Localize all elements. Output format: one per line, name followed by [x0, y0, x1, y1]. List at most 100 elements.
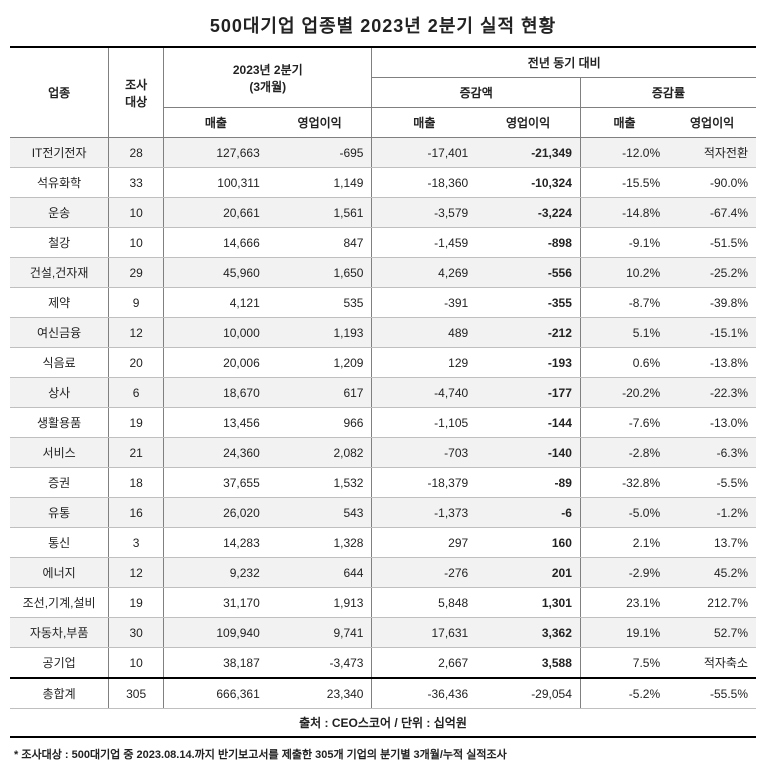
table-row-total: 총합계305666,36123,340-36,436-29,054-5.2%-5…: [10, 678, 756, 709]
table-row: 식음료2020,0061,209129-1930.6%-13.8%: [10, 348, 756, 378]
cell-dprof: -556: [476, 258, 580, 288]
cell-label: 운송: [10, 198, 109, 228]
table-row: 서비스2124,3602,082-703-140-2.8%-6.3%: [10, 438, 756, 468]
cell-dprof: -212: [476, 318, 580, 348]
cell-prof: 1,650: [268, 258, 372, 288]
cell-label: 조선,기계,설비: [10, 588, 109, 618]
cell-rev: 45,960: [164, 258, 268, 288]
col-profit-1: 영업이익: [268, 108, 372, 138]
cell-rrev: -12.0%: [580, 138, 668, 168]
cell-rprof: -13.8%: [668, 348, 756, 378]
cell-count: 18: [109, 468, 164, 498]
col-change-rate: 증감률: [580, 78, 756, 108]
cell-rprof: -39.8%: [668, 288, 756, 318]
cell-rrev: 2.1%: [580, 528, 668, 558]
col-q2-group: 2023년 2분기 (3개월): [164, 48, 372, 108]
cell-label: 유통: [10, 498, 109, 528]
cell-rrev: -9.1%: [580, 228, 668, 258]
cell-dprof: -6: [476, 498, 580, 528]
cell-dprof: -144: [476, 408, 580, 438]
cell-rprof: -5.5%: [668, 468, 756, 498]
cell-rprof: 212.7%: [668, 588, 756, 618]
cell-prof: 1,209: [268, 348, 372, 378]
cell-rprof: 적자전환: [668, 138, 756, 168]
cell-rrev: 19.1%: [580, 618, 668, 648]
cell-rev: 20,006: [164, 348, 268, 378]
cell-prof: 2,082: [268, 438, 372, 468]
cell-dprof: -3,224: [476, 198, 580, 228]
cell-label: 서비스: [10, 438, 109, 468]
cell-count: 9: [109, 288, 164, 318]
cell-rprof: 13.7%: [668, 528, 756, 558]
cell-prof: 23,340: [268, 678, 372, 709]
cell-dprof: -21,349: [476, 138, 580, 168]
cell-drev: -18,379: [372, 468, 476, 498]
cell-prof: 617: [268, 378, 372, 408]
cell-count: 6: [109, 378, 164, 408]
cell-prof: 966: [268, 408, 372, 438]
cell-rev: 37,655: [164, 468, 268, 498]
cell-rev: 26,020: [164, 498, 268, 528]
cell-prof: 1,532: [268, 468, 372, 498]
cell-count: 10: [109, 648, 164, 679]
cell-count: 19: [109, 588, 164, 618]
cell-drev: 4,269: [372, 258, 476, 288]
cell-dprof: 201: [476, 558, 580, 588]
footnote: * 조사대상 : 500대기업 중 2023.08.14.까지 반기보고서를 제…: [10, 738, 756, 764]
source-line: 출처 : CEO스코어 / 단위 : 십억원: [10, 709, 756, 738]
cell-label: 총합계: [10, 678, 109, 709]
cell-dprof: -140: [476, 438, 580, 468]
cell-rev: 100,311: [164, 168, 268, 198]
cell-rrev: 0.6%: [580, 348, 668, 378]
table-row: 건설,건자재2945,9601,6504,269-55610.2%-25.2%: [10, 258, 756, 288]
col-change-amt: 증감액: [372, 78, 580, 108]
cell-rev: 24,360: [164, 438, 268, 468]
cell-prof: 1,913: [268, 588, 372, 618]
cell-label: 건설,건자재: [10, 258, 109, 288]
col-revenue-2: 매출: [372, 108, 476, 138]
cell-prof: 1,328: [268, 528, 372, 558]
cell-label: 상사: [10, 378, 109, 408]
cell-prof: 9,741: [268, 618, 372, 648]
cell-drev: -703: [372, 438, 476, 468]
cell-rprof: -90.0%: [668, 168, 756, 198]
cell-dprof: -10,324: [476, 168, 580, 198]
table-row: 통신314,2831,3282971602.1%13.7%: [10, 528, 756, 558]
table-header: 업종 조사 대상 2023년 2분기 (3개월) 전년 동기 대비 증감액 증감…: [10, 48, 756, 138]
table-row: 석유화학33100,3111,149-18,360-10,324-15.5%-9…: [10, 168, 756, 198]
cell-prof: 1,561: [268, 198, 372, 228]
table-row: 상사618,670617-4,740-177-20.2%-22.3%: [10, 378, 756, 408]
cell-label: 공기업: [10, 648, 109, 679]
cell-rprof: -55.5%: [668, 678, 756, 709]
cell-label: 석유화학: [10, 168, 109, 198]
cell-rrev: -5.0%: [580, 498, 668, 528]
cell-drev: -36,436: [372, 678, 476, 709]
cell-label: 제약: [10, 288, 109, 318]
cell-rev: 13,456: [164, 408, 268, 438]
cell-count: 12: [109, 318, 164, 348]
table-row: 공기업1038,187-3,4732,6673,5887.5%적자축소: [10, 648, 756, 679]
table-body: IT전기전자28127,663-695-17,401-21,349-12.0%적…: [10, 138, 756, 709]
cell-label: 증권: [10, 468, 109, 498]
cell-rev: 38,187: [164, 648, 268, 679]
cell-dprof: -89: [476, 468, 580, 498]
cell-drev: -276: [372, 558, 476, 588]
cell-drev: 129: [372, 348, 476, 378]
cell-prof: 1,149: [268, 168, 372, 198]
cell-rev: 127,663: [164, 138, 268, 168]
col-industry: 업종: [10, 48, 109, 138]
cell-rev: 666,361: [164, 678, 268, 709]
cell-rrev: 23.1%: [580, 588, 668, 618]
cell-drev: -391: [372, 288, 476, 318]
cell-dprof: -177: [476, 378, 580, 408]
table-row: 여신금융1210,0001,193489-2125.1%-15.1%: [10, 318, 756, 348]
cell-rrev: -8.7%: [580, 288, 668, 318]
cell-prof: 644: [268, 558, 372, 588]
table-row: 에너지129,232644-276201-2.9%45.2%: [10, 558, 756, 588]
cell-rprof: 45.2%: [668, 558, 756, 588]
cell-count: 19: [109, 408, 164, 438]
cell-label: 생활용품: [10, 408, 109, 438]
table-row: 생활용품1913,456966-1,105-144-7.6%-13.0%: [10, 408, 756, 438]
cell-drev: 17,631: [372, 618, 476, 648]
cell-count: 20: [109, 348, 164, 378]
